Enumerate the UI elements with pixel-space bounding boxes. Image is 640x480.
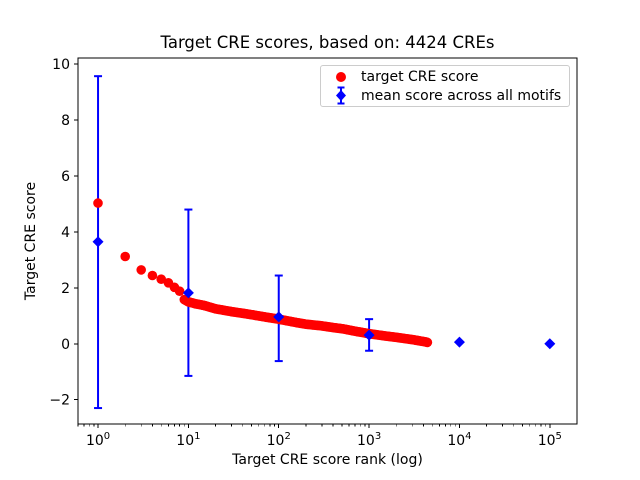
svg-text:2: 2 bbox=[61, 281, 70, 297]
y-axis-label: Target CRE score bbox=[23, 181, 39, 301]
x-axis-tick-labels: 100 101 102 103 104 105 bbox=[86, 431, 562, 449]
chart-title: Target CRE scores, based on: 4424 CREs bbox=[160, 33, 495, 52]
legend-entry-mean-score: mean score across all motifs bbox=[321, 86, 569, 105]
red-circle-icon bbox=[321, 71, 361, 82]
svg-text:104: 104 bbox=[447, 431, 471, 449]
axes-spines bbox=[77, 57, 578, 425]
svg-text:103: 103 bbox=[357, 431, 381, 449]
series-mean-score bbox=[92, 236, 556, 350]
svg-text:0: 0 bbox=[61, 337, 70, 353]
svg-text:102: 102 bbox=[267, 431, 291, 449]
legend: target CRE score mean score across all m… bbox=[320, 65, 570, 107]
y-axis-tick-labels: −2 0 2 4 6 8 10 bbox=[49, 57, 70, 409]
x-axis-label: Target CRE score rank (log) bbox=[232, 452, 423, 468]
svg-text:100: 100 bbox=[86, 431, 110, 449]
svg-text:−2: −2 bbox=[49, 393, 70, 409]
y-axis-ticks bbox=[74, 63, 78, 401]
svg-text:4: 4 bbox=[61, 225, 70, 241]
svg-text:105: 105 bbox=[538, 431, 562, 449]
x-axis-ticks bbox=[77, 424, 551, 428]
blue-diamond-errorbar-icon bbox=[321, 86, 361, 105]
svg-text:8: 8 bbox=[61, 113, 70, 129]
legend-label: target CRE score bbox=[361, 68, 479, 85]
svg-text:6: 6 bbox=[61, 169, 70, 185]
svg-text:101: 101 bbox=[176, 431, 200, 449]
svg-text:10: 10 bbox=[52, 57, 70, 73]
legend-entry-target-score: target CRE score bbox=[321, 67, 569, 86]
series-target-cre-score bbox=[93, 198, 433, 348]
legend-label: mean score across all motifs bbox=[361, 87, 562, 104]
errorbar-lines bbox=[94, 75, 374, 410]
